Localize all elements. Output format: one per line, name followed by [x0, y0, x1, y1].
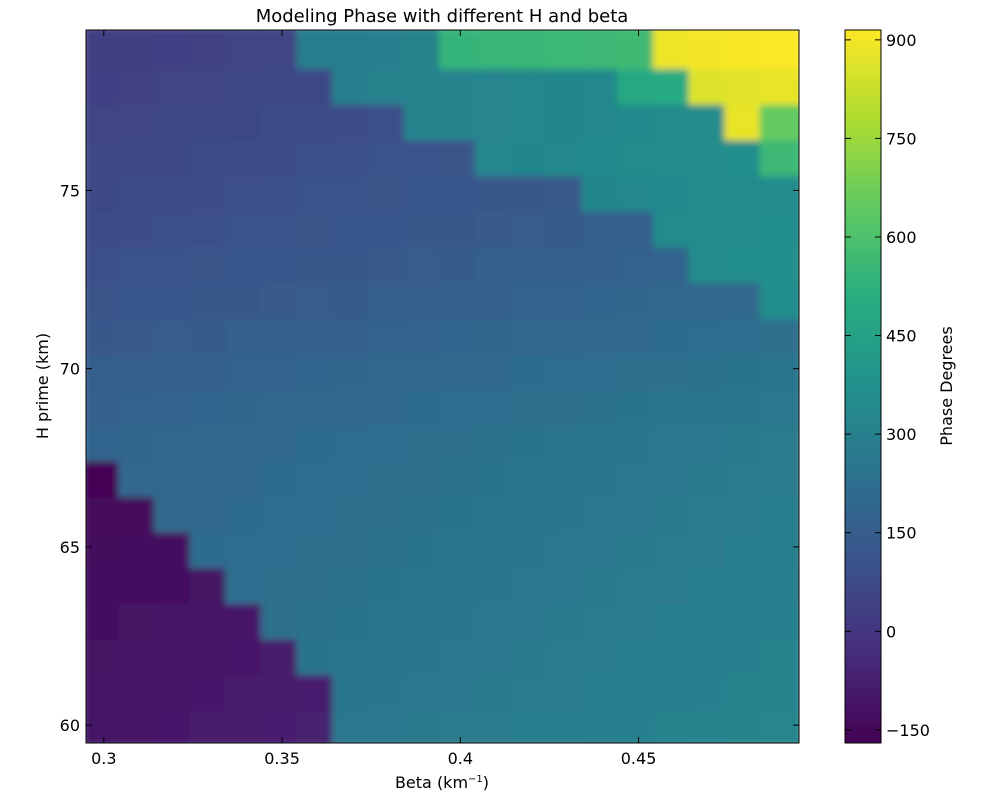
heatmap-cell [759, 311, 799, 355]
x-axis: 0.3 0.35 0.4 0.45 [91, 30, 656, 768]
heatmap-cell [617, 596, 660, 640]
y-tick-label: 75 [60, 181, 80, 200]
heatmap-cell [581, 30, 625, 70]
heatmap-cell [331, 489, 375, 533]
colorbar-label: Phase Degrees [937, 326, 956, 445]
colorbar-tick-label: 750 [886, 129, 917, 148]
heatmap-cell [759, 489, 799, 533]
heatmap-cell [581, 596, 625, 640]
x-axis-label-text: Beta (km [395, 773, 468, 792]
x-tick-label: 0.3 [91, 749, 116, 768]
colorbar-tick-label: 900 [886, 31, 917, 50]
heatmap-cell [118, 596, 161, 640]
y-tick-label: 65 [60, 538, 80, 557]
x-tick-label: 0.4 [448, 749, 473, 768]
colorbar-tick-label: 450 [886, 327, 917, 346]
heatmap-cell [331, 596, 375, 640]
colorbar-tick-label: 150 [886, 524, 917, 543]
heatmap-cell [118, 30, 161, 70]
heatmap-cell [617, 561, 660, 604]
colorbar [844, 29, 882, 744]
x-axis-label-superscript: −1 [468, 774, 483, 785]
x-axis-label: Beta (km−1) [395, 773, 489, 792]
heatmap-cell [617, 169, 660, 212]
heatmap-cell [118, 489, 161, 533]
heatmap-cell [118, 561, 161, 604]
x-tick-label: 0.45 [621, 749, 657, 768]
heatmap-cell [189, 489, 233, 533]
heatmap-cell [189, 311, 233, 355]
colorbar-tick-label: 300 [886, 425, 917, 444]
y-tick-label: 60 [60, 716, 80, 735]
heatmap-cell [331, 169, 375, 212]
heatmap-cell [118, 169, 161, 212]
heatmap-cell [617, 30, 660, 70]
heatmap-cell [331, 311, 375, 355]
heatmap-cell [581, 169, 625, 212]
heatmap-cell [617, 311, 660, 355]
heatmap-cell [189, 561, 233, 604]
y-axis-label: H prime (km) [33, 333, 52, 439]
chart-title: Modeling Phase with different H and beta [256, 6, 629, 27]
heatmap-cell [581, 561, 625, 604]
heatmap-cell [581, 489, 625, 533]
colorbar-tick-label: 600 [886, 228, 917, 247]
y-tick-label: 70 [60, 360, 80, 379]
heatmap-cell [759, 169, 799, 212]
heatmap-cell [759, 561, 799, 604]
heatmap-cell [189, 596, 233, 640]
x-axis-label-suffix: ) [483, 773, 489, 792]
heatmap-cells [86, 30, 799, 743]
y-axis: 60 65 70 75 [60, 181, 799, 735]
heatmap-cell [617, 489, 660, 533]
heatmap-cell [331, 561, 375, 604]
heatmap-cell [581, 311, 625, 355]
plot-frame [85, 29, 800, 744]
colorbar-tick-label: 0 [886, 622, 896, 641]
heatmap-cell [331, 30, 375, 70]
heatmap-cell [189, 30, 233, 70]
x-tick-label: 0.35 [264, 749, 300, 768]
heatmap-cell [189, 169, 233, 212]
colorbar-tick-label: −150 [886, 721, 930, 740]
heatmap-cell [759, 596, 799, 640]
heatmap-cell [759, 30, 799, 70]
heatmap-cell [118, 311, 161, 355]
colorbar-axis: −150 0 150 300 450 600 750 900 [845, 31, 930, 740]
